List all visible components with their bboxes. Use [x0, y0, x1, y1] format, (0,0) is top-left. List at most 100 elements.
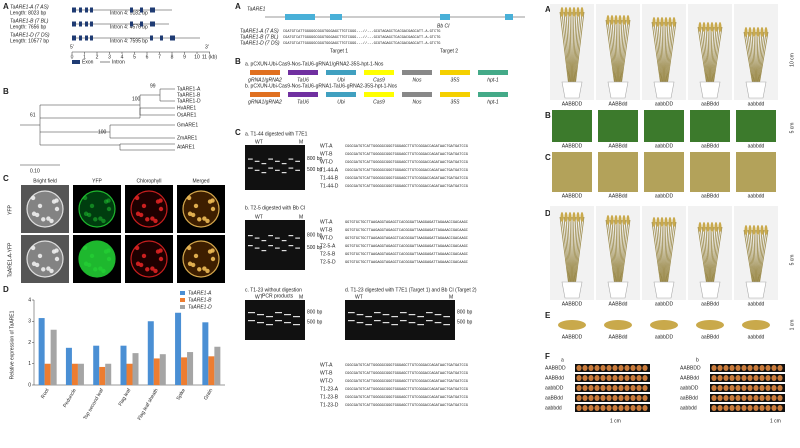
exon [72, 35, 76, 41]
chloroplast [37, 253, 43, 259]
x-tick-label: Flag leaf [118, 387, 133, 407]
seed [771, 365, 777, 371]
seed [618, 405, 624, 411]
taxon: ZmARE1 [177, 135, 198, 141]
seed [747, 385, 753, 391]
gel-band [288, 245, 294, 247]
seq-name: TaARE1-B (7 BL) [240, 34, 279, 40]
chloroplast [150, 266, 155, 271]
stem [572, 216, 577, 283]
chloroplast [46, 216, 51, 221]
lane-label: WT [355, 294, 363, 300]
vector-part [440, 92, 470, 97]
bar [93, 345, 100, 385]
pot [561, 281, 583, 299]
stem [756, 229, 759, 283]
gel-band [293, 316, 300, 318]
lane-label: WT [255, 139, 263, 145]
chloroplast [83, 261, 89, 266]
stem [758, 31, 765, 83]
bootstrap: 100 [132, 96, 141, 102]
chloroplast [83, 211, 89, 216]
tree-branches [20, 88, 175, 151]
seed [624, 365, 630, 371]
size-label: 500 bp [307, 245, 323, 251]
genotype-label: AABBDD [562, 193, 583, 199]
ear [748, 225, 752, 235]
seed-row-label: aabbdd [545, 405, 562, 411]
seed [624, 385, 630, 391]
stem [758, 229, 765, 283]
stem [759, 229, 769, 283]
left-panel-c: C Bright field YFP Chlorophyll Merged YF… [3, 174, 210, 277]
gel-band [391, 324, 398, 326]
seed [600, 365, 606, 371]
chloroplast [155, 249, 161, 254]
seed [636, 375, 642, 381]
ear [718, 222, 722, 232]
gel-band [248, 158, 253, 160]
seed [729, 365, 735, 371]
seed [729, 375, 735, 381]
ear [614, 215, 618, 225]
bar [38, 318, 45, 385]
pot [653, 81, 675, 99]
ear [764, 27, 768, 37]
chloroplast [135, 211, 141, 216]
gel-band [254, 160, 260, 162]
seed [576, 385, 582, 391]
seed [600, 405, 606, 411]
exon [85, 35, 88, 41]
y-tick-label: 0 [28, 382, 31, 388]
taxon: TaARE1-A [177, 86, 201, 92]
chloroplast [150, 216, 155, 221]
stem [699, 26, 708, 83]
genotype-label: aabbdd [748, 101, 765, 107]
field-photo [552, 152, 592, 192]
gel-band [295, 160, 300, 162]
vector-part-label: TaU6 [297, 77, 309, 83]
seed [747, 375, 753, 381]
column-header: Chlorophyll [136, 178, 161, 184]
stem [712, 226, 721, 283]
genotype-label: aaBBdd [701, 301, 719, 307]
genotype-label: aabbDD [655, 301, 674, 307]
stem [651, 221, 661, 283]
vector-part [440, 70, 470, 75]
seed-row-label: AABBDD [545, 365, 566, 371]
stem [621, 219, 631, 283]
seed [747, 395, 753, 401]
seed [759, 395, 765, 401]
x-tick-label: Root [40, 387, 51, 400]
chloroplast [145, 217, 150, 222]
seed [729, 395, 735, 401]
stem [613, 219, 618, 283]
stem [756, 31, 761, 83]
sequence: GGTGTGCTGCTTAAGAGGTAGAGCTCACGGGATTAAGGAG… [345, 253, 468, 257]
ear [660, 217, 664, 227]
seq-row-label: T1-44-D [320, 183, 339, 189]
vector-part-label: gRNA1/gRNA2 [248, 77, 282, 83]
genotype-label: AABBdd [609, 193, 628, 199]
stem [611, 219, 617, 283]
seed [723, 375, 729, 381]
legend-swatch [72, 60, 80, 64]
seed [588, 375, 594, 381]
exon [505, 14, 513, 20]
chloroplast [155, 199, 161, 204]
gel-band [275, 320, 282, 322]
ear [748, 27, 752, 37]
stem [574, 216, 581, 283]
sequence: GGTGTGCTGCTTAAGAGGTAGAGCTCACGGGATTAAGGAG… [345, 229, 468, 233]
seed [606, 395, 612, 401]
seed-row-label: aabbDD [545, 385, 564, 391]
chloroplast [98, 266, 103, 271]
seed [588, 365, 594, 371]
chloroplast [145, 267, 150, 272]
gel-band [281, 172, 287, 174]
gel-band [426, 312, 433, 314]
gel-band [374, 320, 381, 322]
right-column: A AABBDD AABBdd aabbDD aaBBdd aabbdd 10 cm B AAB… [545, 4, 795, 424]
stem [618, 19, 623, 83]
pot [607, 81, 629, 99]
